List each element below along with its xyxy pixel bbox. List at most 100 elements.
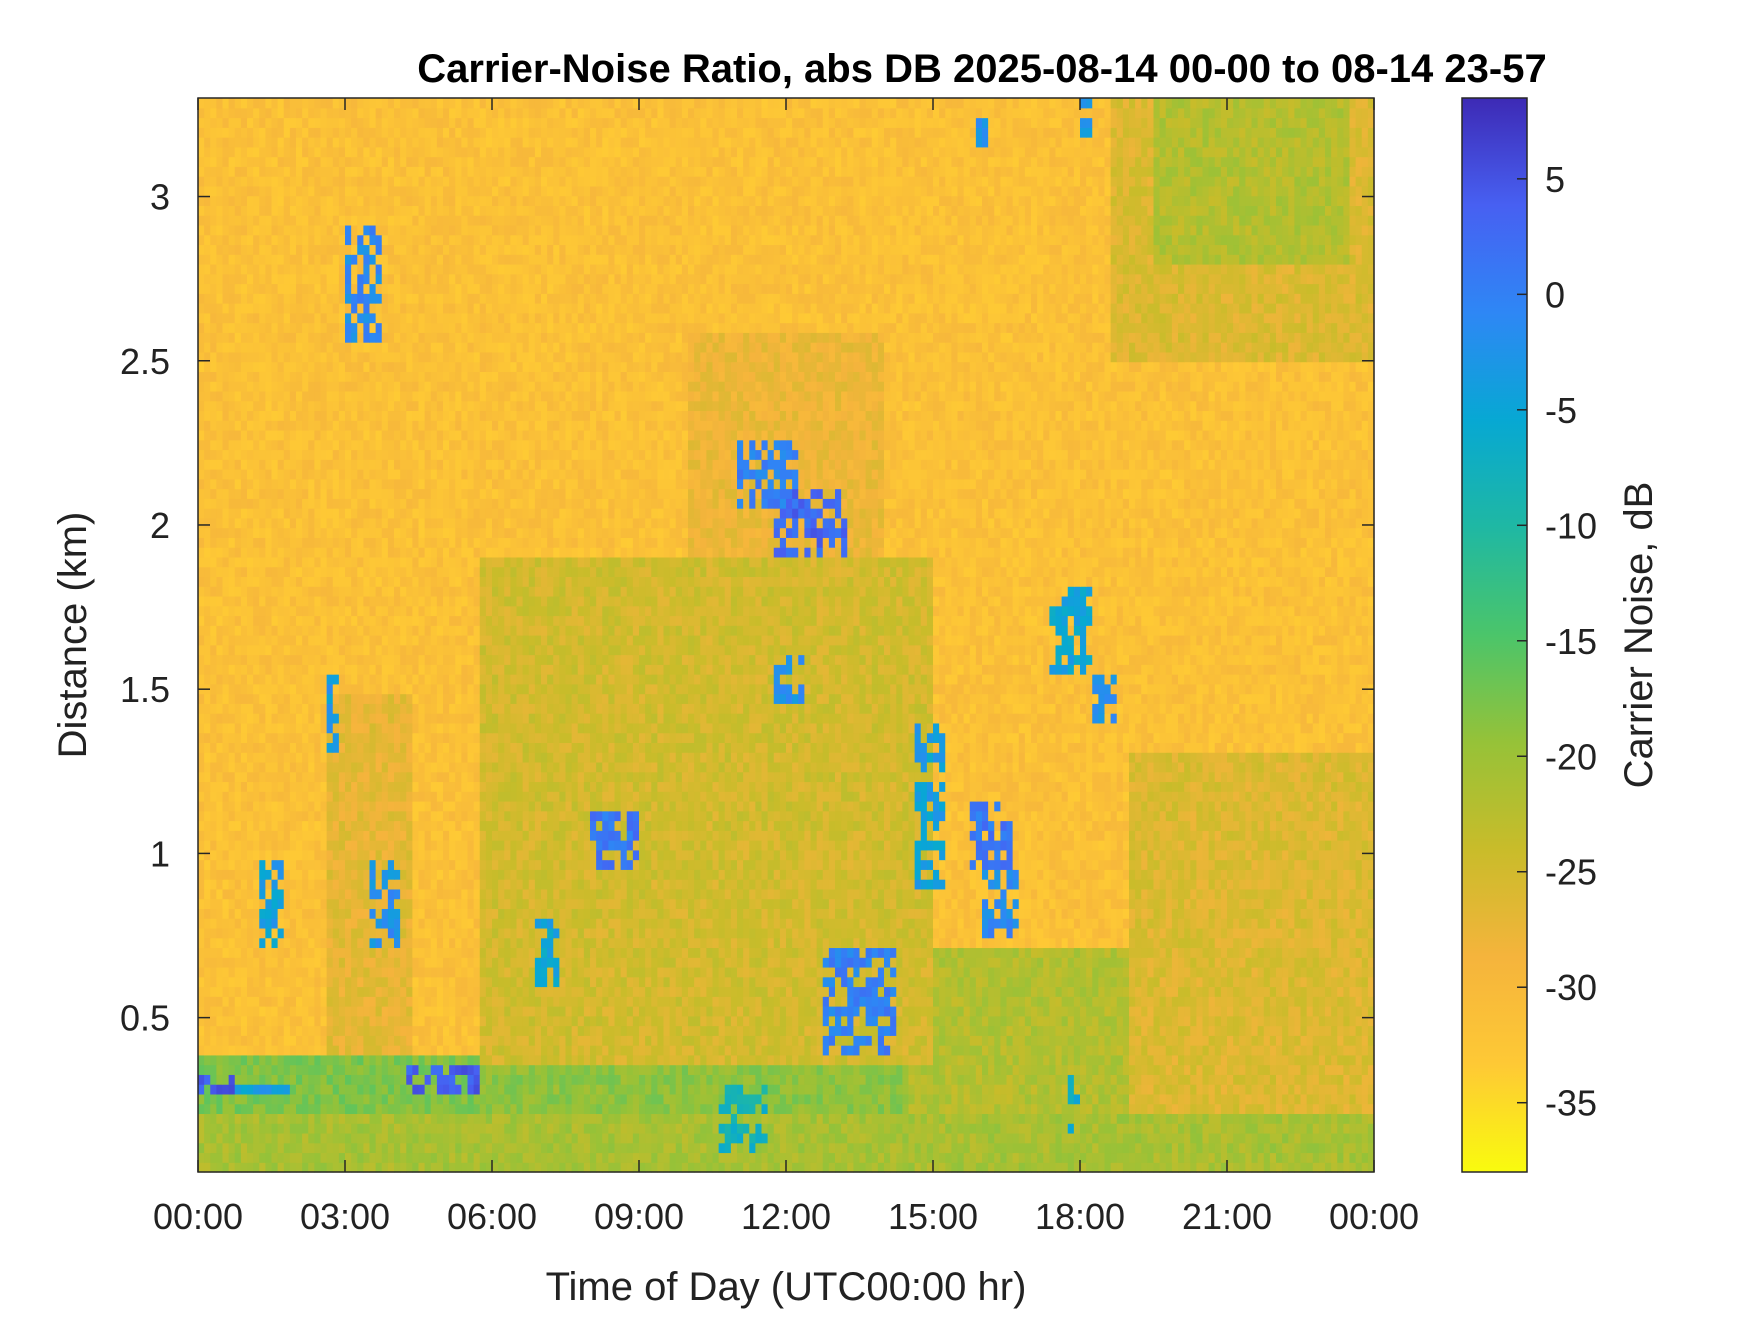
heatmap-cell — [590, 976, 597, 988]
heatmap-cell — [1220, 947, 1228, 958]
heatmap-cell — [645, 918, 652, 929]
heatmap-cell — [1024, 976, 1032, 988]
heatmap-cell — [1037, 918, 1044, 929]
heatmap-cell — [749, 1093, 756, 1105]
heatmap-cell — [681, 927, 689, 939]
heatmap-cell — [975, 927, 983, 939]
heatmap-cell — [289, 986, 297, 997]
heatmap-cell — [1055, 986, 1063, 997]
heatmap-cell — [534, 966, 542, 978]
heatmap-cell — [1288, 976, 1295, 988]
heatmap-cell — [945, 1045, 952, 1056]
heatmap-cell — [265, 1015, 273, 1027]
heatmap-cell — [528, 1074, 536, 1085]
heatmap-cell — [773, 996, 781, 1007]
heatmap-cell — [479, 1035, 487, 1046]
heatmap-cell — [1037, 1074, 1044, 1085]
heatmap-cell — [712, 966, 720, 978]
heatmap-cell — [1214, 1103, 1222, 1115]
heatmap-cell — [1184, 1035, 1191, 1046]
heatmap-cell — [1361, 1123, 1369, 1134]
heatmap-cell — [1037, 947, 1044, 958]
heatmap-cell — [510, 1045, 518, 1056]
heatmap-cell — [700, 966, 707, 978]
heatmap-cell — [706, 957, 714, 968]
heatmap-cell — [761, 1113, 769, 1124]
heatmap-cell — [369, 986, 377, 997]
heatmap-cell — [865, 1054, 873, 1066]
heatmap-cell — [314, 966, 322, 978]
heatmap-cell — [706, 1074, 714, 1085]
heatmap-cell — [920, 976, 928, 988]
heatmap-cell — [626, 927, 634, 939]
heatmap-cell — [418, 1113, 426, 1124]
heatmap-cell — [363, 1054, 371, 1066]
heatmap-cell — [1171, 1142, 1179, 1154]
heatmap-cell — [896, 1035, 903, 1046]
heatmap-cell — [198, 1152, 205, 1163]
heatmap-cell — [406, 1025, 413, 1036]
heatmap-cell — [1000, 1142, 1008, 1154]
heatmap-cell — [216, 1132, 224, 1144]
heatmap-cell — [1367, 927, 1375, 939]
heatmap-cell — [902, 937, 910, 949]
heatmap-cell — [700, 1162, 707, 1173]
heatmap-cell — [522, 1025, 530, 1036]
heatmap-cell — [253, 937, 260, 949]
heatmap-cell — [1055, 1045, 1063, 1056]
heatmap-cell — [1196, 1064, 1204, 1075]
heatmap-cell — [651, 1113, 658, 1124]
heatmap-cell — [1318, 1015, 1326, 1027]
heatmap-cell — [228, 1054, 236, 1066]
heatmap-cell — [363, 1142, 371, 1154]
heatmap-cell — [957, 1132, 965, 1144]
heatmap-cell — [326, 1162, 334, 1173]
heatmap-cell — [724, 1054, 732, 1066]
heatmap-cell — [479, 1142, 487, 1154]
heatmap-cell — [1361, 1064, 1369, 1075]
heatmap-cell — [1361, 1074, 1369, 1085]
heatmap-cell — [1031, 1113, 1038, 1124]
heatmap-cell — [675, 1064, 683, 1075]
heatmap-cell — [773, 1093, 781, 1105]
heatmap-cell — [1037, 1093, 1044, 1105]
heatmap-cell — [1098, 1113, 1106, 1124]
heatmap-cell — [1110, 996, 1118, 1007]
heatmap-cell — [982, 1103, 989, 1115]
heatmap-cell — [1282, 1025, 1289, 1036]
heatmap-cell — [871, 1025, 879, 1036]
heatmap-cell — [816, 976, 824, 988]
heatmap-cell — [1067, 1054, 1075, 1066]
heatmap-cell — [675, 1025, 683, 1036]
heatmap-cell — [1208, 1074, 1216, 1085]
heatmap-cell — [210, 1025, 217, 1036]
heatmap-cell — [455, 927, 462, 939]
heatmap-cell — [890, 1025, 897, 1036]
heatmap-cell — [1073, 1084, 1081, 1095]
heatmap-cell — [1276, 927, 1283, 939]
heatmap-cell — [786, 1093, 793, 1105]
heatmap-cell — [1086, 1084, 1093, 1095]
heatmap-cell — [1067, 1093, 1075, 1105]
heatmap-cell — [369, 1103, 377, 1115]
heatmap-cell — [645, 1045, 652, 1056]
heatmap-cell — [749, 918, 756, 929]
heatmap-cell — [1061, 1142, 1069, 1154]
heatmap-cell — [198, 1132, 205, 1144]
heatmap-cell — [828, 1045, 836, 1056]
heatmap-cell — [1263, 1045, 1271, 1056]
heatmap-cell — [553, 947, 560, 958]
heatmap-cell — [1031, 1084, 1038, 1095]
heatmap-cell — [1325, 996, 1332, 1007]
heatmap-cell — [479, 1015, 487, 1027]
heatmap-cell — [1208, 996, 1216, 1007]
heatmap-cell — [871, 937, 879, 949]
heatmap-cell — [1031, 957, 1038, 968]
heatmap-cell — [351, 1045, 358, 1056]
heatmap-cell — [1306, 1074, 1314, 1085]
heatmap-cell — [804, 1045, 812, 1056]
heatmap-cell — [681, 1152, 689, 1163]
heatmap-cell — [302, 1054, 309, 1066]
heatmap-cell — [933, 1064, 940, 1075]
heatmap-cell — [908, 937, 916, 949]
